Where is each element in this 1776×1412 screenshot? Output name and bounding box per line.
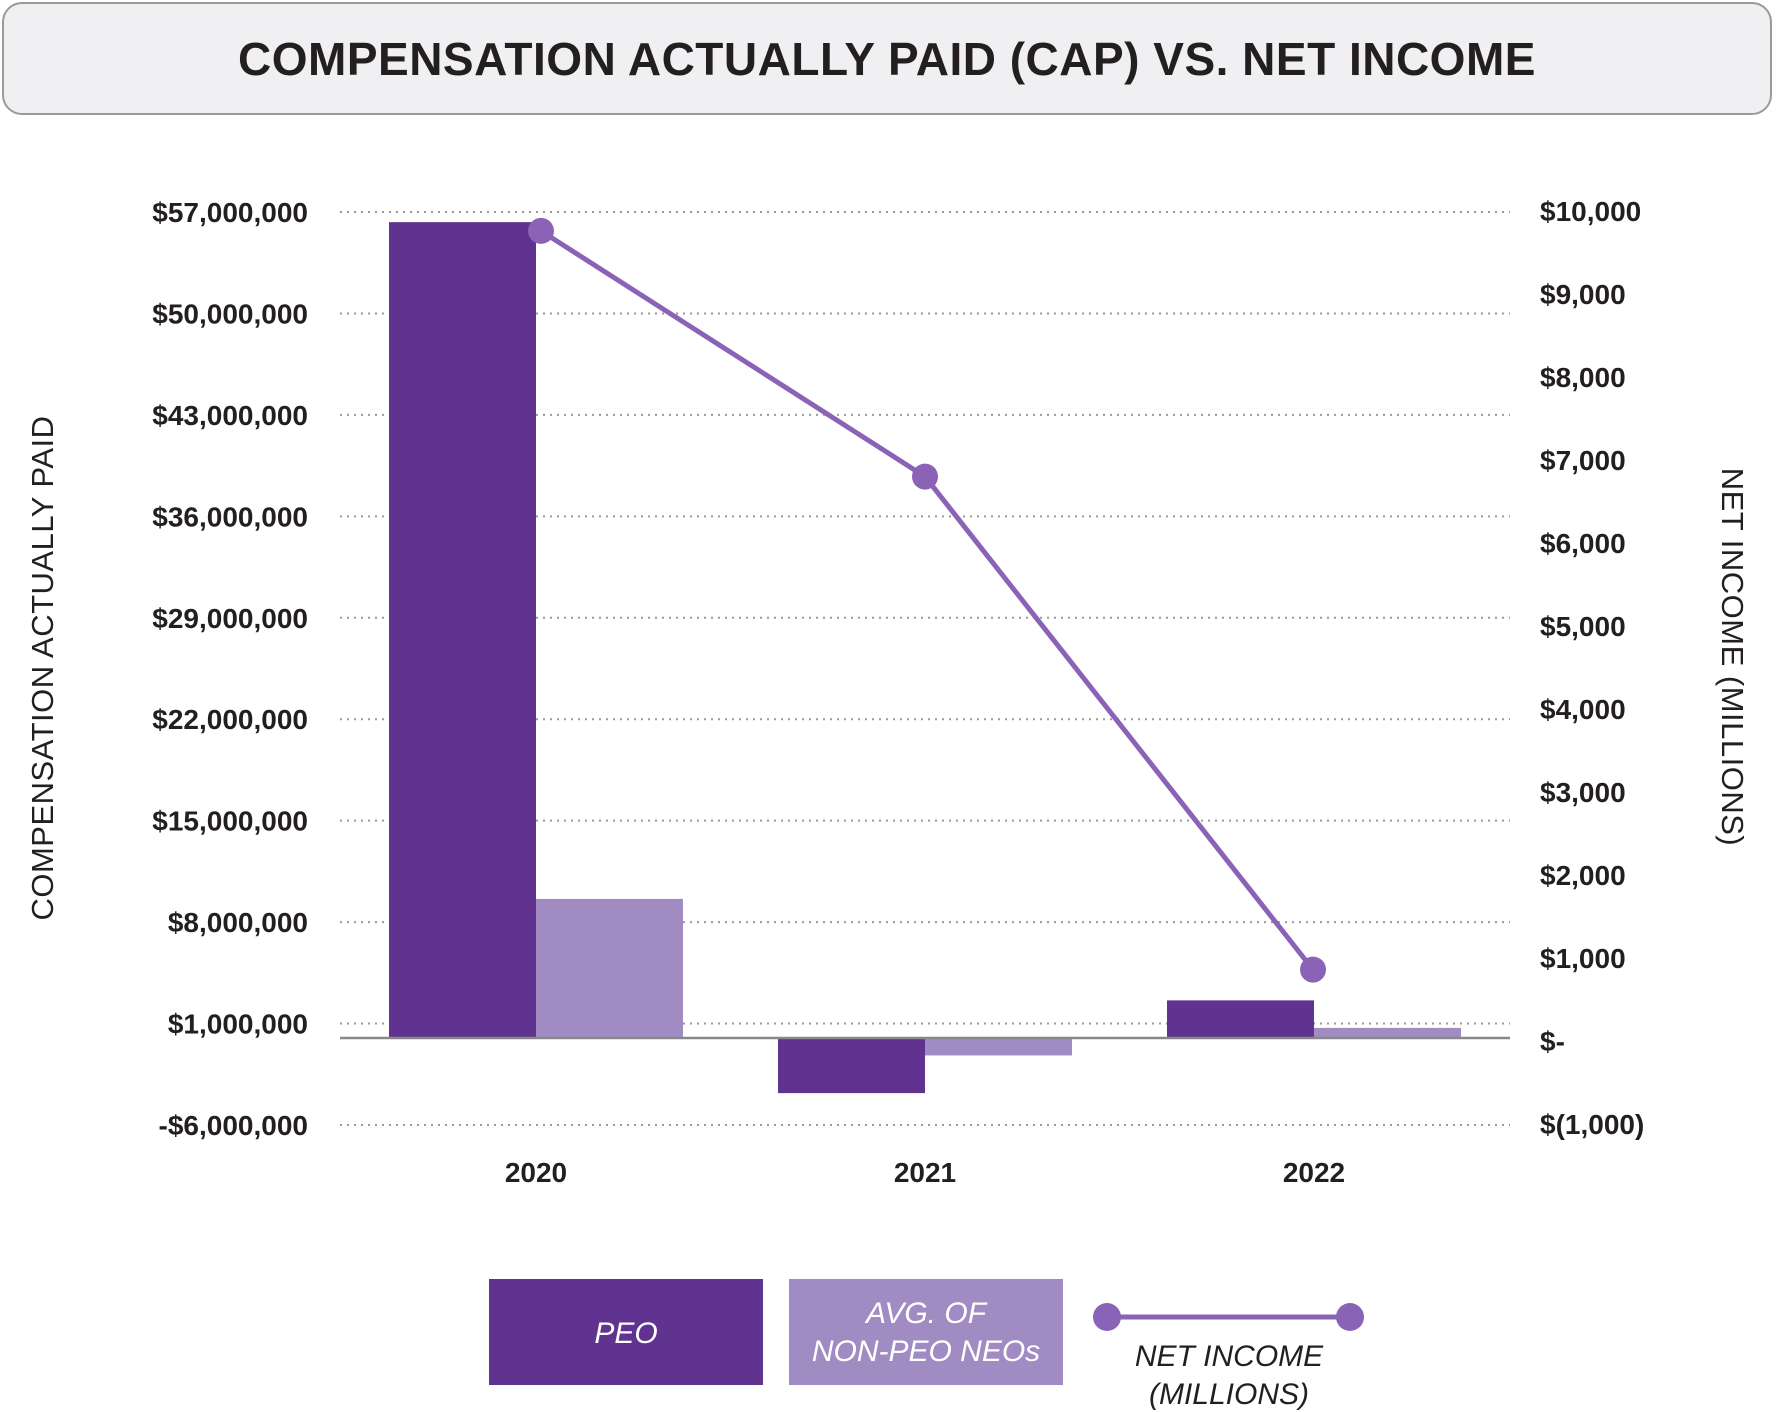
x-axis-ticks: 2020 2021 2022 [505, 1157, 1345, 1188]
net-income-point-2021 [912, 463, 938, 490]
legend-swatch-peo [489, 1279, 763, 1385]
legend-label-neo: NON-PEO NEOs [812, 1335, 1040, 1368]
net-income-point-2020 [528, 217, 554, 244]
right-tick-label: $4,000 [1540, 694, 1626, 725]
bar-peo-2020 [389, 222, 536, 1039]
left-tick-label: -$6,000,000 [159, 1110, 308, 1141]
legend-line-marker [1336, 1303, 1364, 1331]
right-tick-label: $6,000 [1540, 528, 1626, 559]
net-income-line [528, 217, 1326, 983]
left-axis-ticks: $57,000,000 $50,000,000 $43,000,000 $36,000… [152, 197, 308, 1141]
left-tick-label: $36,000,000 [152, 501, 308, 532]
legend-label-net-income: (MILLIONS) [1149, 1378, 1309, 1411]
legend-label-neo: AVG. OF [864, 1297, 988, 1330]
bars [389, 222, 1461, 1094]
right-axis-title: NET INCOME (MILLIONS) [1715, 468, 1750, 847]
left-tick-label: $22,000,000 [152, 704, 308, 735]
right-tick-label: $7,000 [1540, 445, 1626, 476]
legend: PEO AVG. OF NON-PEO NEOs NET INCOME (MILLION… [489, 1279, 1364, 1411]
left-tick-label: $1,000,000 [168, 1009, 308, 1040]
left-tick-label: $8,000,000 [168, 907, 308, 938]
right-tick-label: $3,000 [1540, 777, 1626, 808]
chart-title: COMPENSATION ACTUALLY PAID (CAP) VS. NET… [238, 32, 1536, 85]
right-axis-ticks: $10,000 $9,000 $8,000 $7,000 $6,000 $5,000 $4,… [1540, 196, 1644, 1140]
left-tick-label: $50,000,000 [152, 298, 308, 329]
bar-neo-2020 [536, 898, 683, 1039]
left-axis-title: COMPENSATION ACTUALLY PAID [25, 415, 60, 920]
left-tick-label: $43,000,000 [152, 400, 308, 431]
left-tick-label: $29,000,000 [152, 603, 308, 634]
legend-swatch-neo [789, 1279, 1063, 1385]
x-tick-label: 2022 [1283, 1157, 1345, 1188]
legend-line-marker [1093, 1303, 1121, 1331]
right-tick-label: $- [1540, 1026, 1565, 1057]
axis-titles: COMPENSATION ACTUALLY PAID NET INCOME (MI… [25, 415, 1750, 920]
gridlines [340, 211, 1510, 1126]
right-tick-label: $9,000 [1540, 279, 1626, 310]
legend-label-net-income: NET INCOME [1135, 1340, 1324, 1373]
left-tick-label: $57,000,000 [152, 197, 308, 228]
right-tick-label: $(1,000) [1540, 1109, 1644, 1140]
bar-neo-2021 [925, 1038, 1072, 1056]
legend-label-peo: PEO [594, 1317, 657, 1350]
x-tick-label: 2020 [505, 1157, 567, 1188]
chart-title-box: COMPENSATION ACTUALLY PAID (CAP) VS. NET… [2, 2, 1772, 115]
right-tick-label: $10,000 [1540, 196, 1641, 227]
x-tick-label: 2021 [894, 1157, 956, 1188]
bar-peo-2021 [778, 1038, 925, 1094]
net-income-polyline [539, 228, 1315, 972]
right-tick-label: $5,000 [1540, 611, 1626, 642]
right-tick-label: $8,000 [1540, 362, 1626, 393]
right-tick-label: $2,000 [1540, 860, 1626, 891]
bar-neo-2022 [1314, 1027, 1461, 1039]
bar-peo-2022 [1167, 1000, 1314, 1039]
left-tick-label: $15,000,000 [152, 806, 308, 837]
right-tick-label: $1,000 [1540, 943, 1626, 974]
net-income-point-2022 [1300, 956, 1326, 983]
